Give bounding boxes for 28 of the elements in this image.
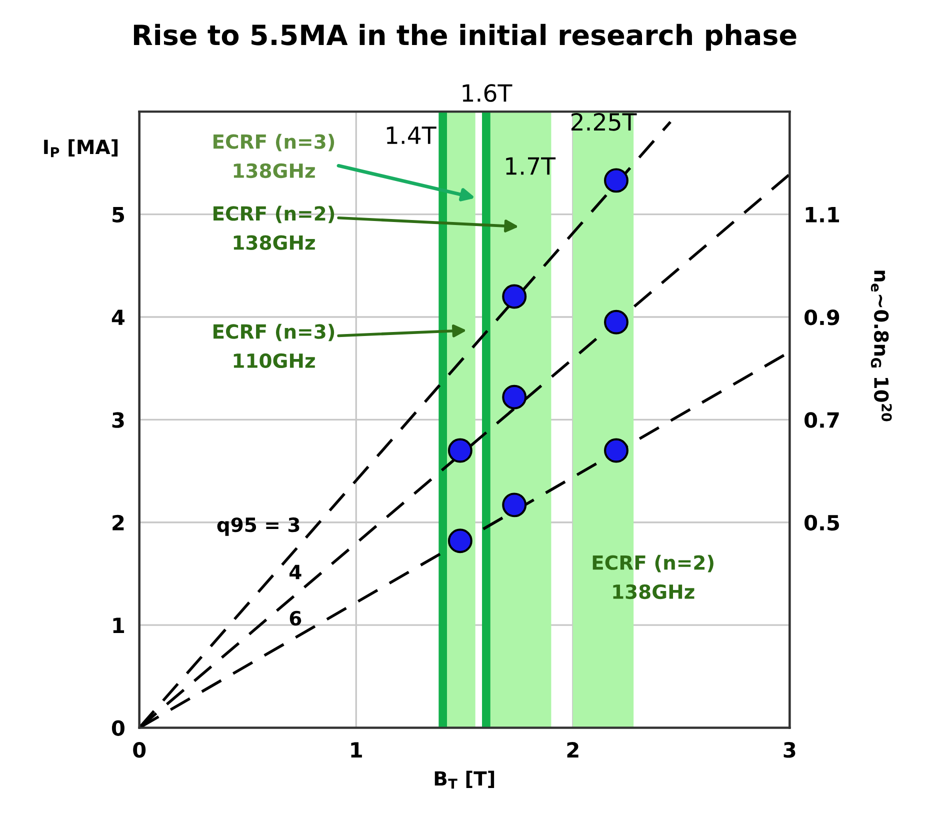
x-tick-label: 1	[351, 742, 362, 758]
annotation: q95 = 3	[217, 517, 300, 536]
y-tick-label: 1	[113, 618, 124, 633]
band-label: 1.7T	[506, 157, 556, 175]
annotation: ECRF (n=2) 138GHz	[214, 206, 334, 250]
annotation: 4	[290, 564, 302, 580]
y2-axis-title: n$_{e}$~0.8n$_{G}$ 10$^{20}$	[870, 270, 892, 422]
ref-line-label: 1.6T	[462, 84, 512, 102]
y2-tick-label: 1.1	[806, 207, 840, 222]
y-tick-label: 0	[112, 720, 124, 736]
chart-title: Rise to 5.5MA in the initial research phase	[134, 24, 796, 51]
y2-tick-label: 0.5	[804, 514, 839, 531]
x-tick-label: 3	[784, 742, 796, 758]
y-tick-label: 4	[112, 310, 125, 325]
y-axis-title: I$_{P}$ [MA]	[44, 139, 118, 158]
x-tick-label: 2	[567, 742, 578, 758]
y-tick-label: 5	[112, 207, 124, 223]
x-tick-label: 0	[133, 742, 146, 758]
annotation: 6	[290, 610, 302, 626]
band-label: 2.25T	[571, 112, 637, 131]
y-tick-label: 3	[112, 412, 124, 428]
annotation: ECRF (n=3) 138GHz	[214, 134, 334, 178]
x-axis-title: B$_{T}$ [T]	[434, 770, 494, 789]
y2-tick-label: 0.7	[804, 412, 839, 428]
annotation: ECRF (n=3) 110GHz	[214, 324, 334, 368]
y-tick-label: 2	[112, 514, 124, 530]
y2-tick-label: 0.9	[804, 309, 840, 326]
ref-line-label: 1.4T	[386, 126, 436, 144]
